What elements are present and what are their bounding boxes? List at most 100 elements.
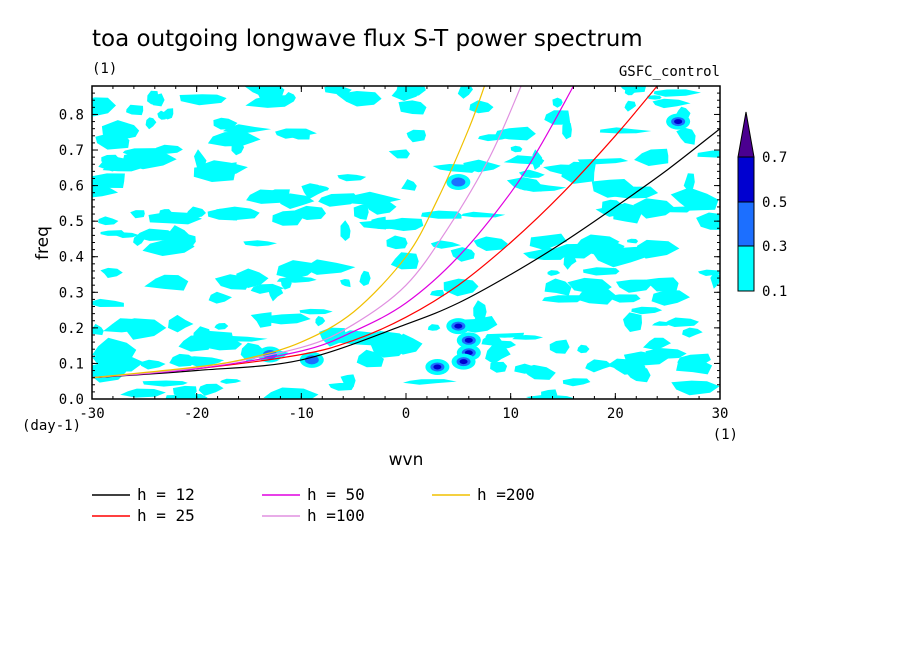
colorbar-segment <box>737 245 755 292</box>
contour-patch <box>643 337 671 350</box>
contour-patch <box>583 267 620 276</box>
contour-patch <box>671 380 720 396</box>
contour-patch <box>624 365 651 383</box>
contour-patch <box>521 364 556 380</box>
contour-patch <box>485 343 511 365</box>
dispersion-curve-3 <box>92 86 575 379</box>
contour-patch <box>100 267 123 278</box>
contour-patch <box>624 100 636 112</box>
contour-patch <box>430 289 444 297</box>
contour-patch <box>577 236 625 256</box>
contour-patch <box>544 278 572 296</box>
legend-label: h = 50 <box>307 485 365 504</box>
contour-patch <box>120 388 166 398</box>
x-tick-label: 20 <box>607 406 624 422</box>
contour-patch <box>337 174 367 182</box>
colorbar: 0.1 0.3 0.5 0.7 <box>737 111 787 300</box>
contour-patch <box>543 164 584 175</box>
contour-patch <box>599 127 652 134</box>
contour-patch <box>295 205 326 220</box>
contour-patch <box>92 173 125 188</box>
contour-patch <box>403 379 457 385</box>
contour-patch <box>250 312 272 328</box>
contour-patch <box>634 148 669 166</box>
contour-patch <box>653 89 701 97</box>
contour-patch <box>398 100 427 115</box>
contour-patch <box>168 314 194 333</box>
contour-patch <box>340 279 351 288</box>
colorbar-segment <box>737 201 755 247</box>
legend-label: h =100 <box>307 506 365 525</box>
contour-patch <box>542 295 582 303</box>
maximum-core <box>464 337 473 343</box>
contour-patch <box>214 274 250 290</box>
maximum-mid <box>451 177 466 187</box>
contour-patch <box>443 278 479 297</box>
contour-patch <box>166 225 191 245</box>
y-tick-label: 0.5 <box>59 214 84 230</box>
contour-patch <box>132 150 149 159</box>
contour-patch <box>193 162 237 182</box>
contour-patch <box>469 100 494 114</box>
contour-patch <box>549 339 570 354</box>
contour-patch <box>432 164 479 173</box>
contour-patch <box>92 337 137 361</box>
legend-label: h =200 <box>477 485 535 504</box>
colorbar-level-label: 0.5 <box>762 195 787 211</box>
contour-patch <box>175 356 225 364</box>
contour-patch <box>562 120 572 140</box>
contour-patch <box>478 134 510 142</box>
contour-patches <box>92 86 720 399</box>
contour-patch <box>314 185 330 192</box>
legend: h = 12 h = 25 h = 50 h =100 h =200 <box>92 485 535 525</box>
chart-title: toa outgoing longwave flux S-T power spe… <box>92 26 643 52</box>
contour-patch <box>207 131 261 147</box>
contour-patch <box>318 193 360 207</box>
contour-patch <box>208 291 232 304</box>
contour-patch <box>315 316 326 327</box>
contour-patch <box>250 283 285 294</box>
contour-patch <box>153 144 183 154</box>
dispersion-curve-1 <box>92 128 720 379</box>
contour-patch <box>616 279 652 293</box>
contour-patch <box>222 124 272 134</box>
contour-patch <box>609 186 659 199</box>
contour-patch <box>663 317 699 327</box>
contour-patch <box>696 212 720 230</box>
axis-tick-labels: -30 -20 -10 0 10 20 30 0.0 0.1 0.2 0.3 0.4 0.5 0.6 0.7… <box>59 107 729 422</box>
contour-patch <box>391 86 422 101</box>
contour-patch <box>135 228 177 241</box>
experiment-label: GSFC_control <box>619 64 720 80</box>
y-tick-label: 0.0 <box>59 392 84 408</box>
contour-patch <box>518 169 545 178</box>
maximum-core <box>433 364 442 370</box>
y-tick-label: 0.2 <box>59 321 84 337</box>
contour-patch <box>245 95 295 108</box>
contour-patch <box>633 198 676 219</box>
contour-patch <box>371 216 386 230</box>
contour-patch <box>370 341 407 358</box>
dispersion-curves <box>92 86 720 379</box>
contour-patch <box>544 110 571 125</box>
contour-patch <box>601 199 624 213</box>
contour-patch <box>388 149 410 159</box>
contour-patch <box>179 94 227 106</box>
contour-patch <box>359 270 371 286</box>
contour-patch <box>92 186 119 198</box>
x-tick-label: 0 <box>402 406 410 422</box>
contour-patch <box>145 117 157 130</box>
contour-patch <box>506 177 542 192</box>
contour-patch <box>198 383 224 396</box>
contour-patch <box>272 210 303 226</box>
contour-patch <box>386 235 408 250</box>
contour-patch <box>193 326 212 348</box>
contour-patch <box>157 110 168 120</box>
contour-patch <box>683 173 695 191</box>
contour-patch <box>92 97 116 117</box>
contour-patch <box>485 332 525 338</box>
contour-patch <box>126 104 144 116</box>
contour-patch <box>631 306 663 315</box>
contour-patch <box>652 98 691 109</box>
contour-patch <box>353 203 369 220</box>
y-tick-label: 0.1 <box>59 356 84 372</box>
